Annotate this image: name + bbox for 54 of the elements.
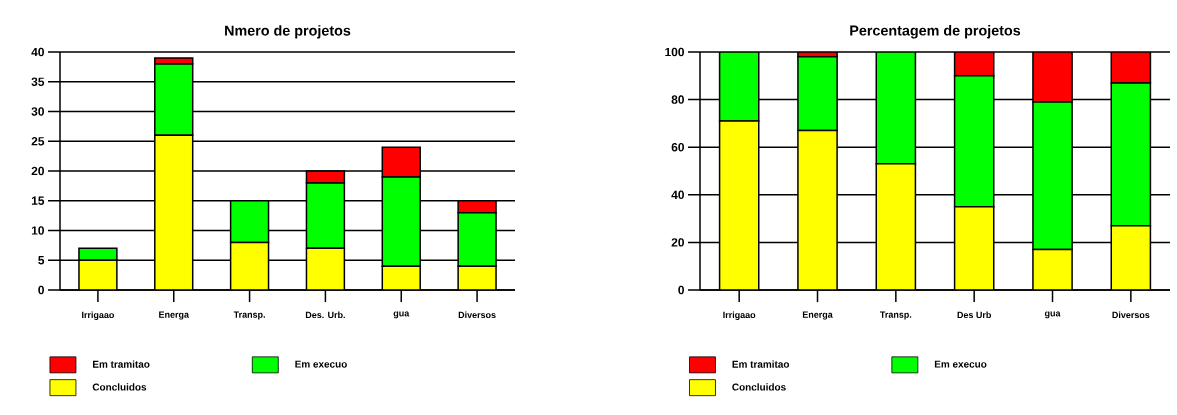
y-tick-label: 25 bbox=[31, 137, 45, 146]
y-tick-label: 20 bbox=[31, 166, 44, 176]
x-tick-label: Irrigaao bbox=[82, 311, 115, 320]
y-tick-label: 5 bbox=[38, 256, 45, 265]
legend-label: Concluidos bbox=[92, 383, 147, 391]
legend-label: Em execuo bbox=[295, 360, 347, 368]
bar bbox=[154, 134, 194, 290]
legend-label: Em tramitao bbox=[93, 360, 150, 368]
legend-label: Em tramitao bbox=[732, 360, 790, 368]
y-tick-label: 35 bbox=[31, 77, 45, 86]
bar bbox=[1032, 52, 1073, 103]
x-tick-label: Diversos bbox=[1112, 311, 1150, 319]
bar bbox=[875, 163, 917, 290]
bar bbox=[797, 56, 838, 132]
x-tick-label: Des. Urb. bbox=[305, 311, 345, 319]
y-tick-label: 30 bbox=[31, 107, 44, 116]
y-tick-label: 15 bbox=[31, 196, 45, 205]
bar bbox=[1110, 82, 1152, 227]
bar bbox=[1032, 248, 1073, 290]
x-tick-label: gua bbox=[393, 311, 410, 319]
x-tick-label: Energa bbox=[802, 311, 833, 320]
chart-title: Nmero de projetos bbox=[225, 25, 351, 39]
y-tick-label: 80 bbox=[671, 95, 684, 104]
y-tick-label: 40 bbox=[671, 190, 684, 200]
y-tick-label: 100 bbox=[665, 47, 684, 57]
y-tick-label: 10 bbox=[31, 226, 44, 235]
bar bbox=[953, 52, 995, 77]
y-tick-label: 60 bbox=[671, 142, 684, 152]
legend-label: Concluidos bbox=[732, 383, 786, 391]
bar bbox=[718, 52, 760, 122]
legend-label: Em execuo bbox=[934, 360, 987, 368]
bar bbox=[1110, 224, 1152, 290]
x-tick-label: Des Urb bbox=[957, 311, 991, 319]
bar bbox=[305, 247, 346, 290]
bar bbox=[1110, 52, 1152, 84]
bar bbox=[229, 241, 270, 290]
bar bbox=[718, 120, 760, 290]
x-tick-label: Irrigaao bbox=[723, 311, 756, 320]
x-tick-label: Diversos bbox=[458, 311, 496, 319]
bar bbox=[875, 52, 917, 165]
y-tick-label: 40 bbox=[31, 47, 44, 57]
bar bbox=[229, 200, 270, 244]
chart-title: Percentagem de projetos bbox=[850, 25, 1021, 39]
y-tick-label: 0 bbox=[38, 285, 44, 295]
bar bbox=[1032, 101, 1073, 251]
x-tick-label: gua bbox=[1044, 311, 1061, 319]
x-tick-label: Energa bbox=[159, 311, 190, 320]
bar bbox=[953, 205, 995, 290]
x-tick-label: Transp. bbox=[879, 311, 912, 320]
y-tick-label: 20 bbox=[671, 238, 684, 247]
x-tick-label: Transp. bbox=[233, 311, 265, 320]
bar bbox=[953, 75, 995, 208]
y-tick-label: 0 bbox=[678, 285, 684, 295]
bar bbox=[797, 129, 838, 290]
